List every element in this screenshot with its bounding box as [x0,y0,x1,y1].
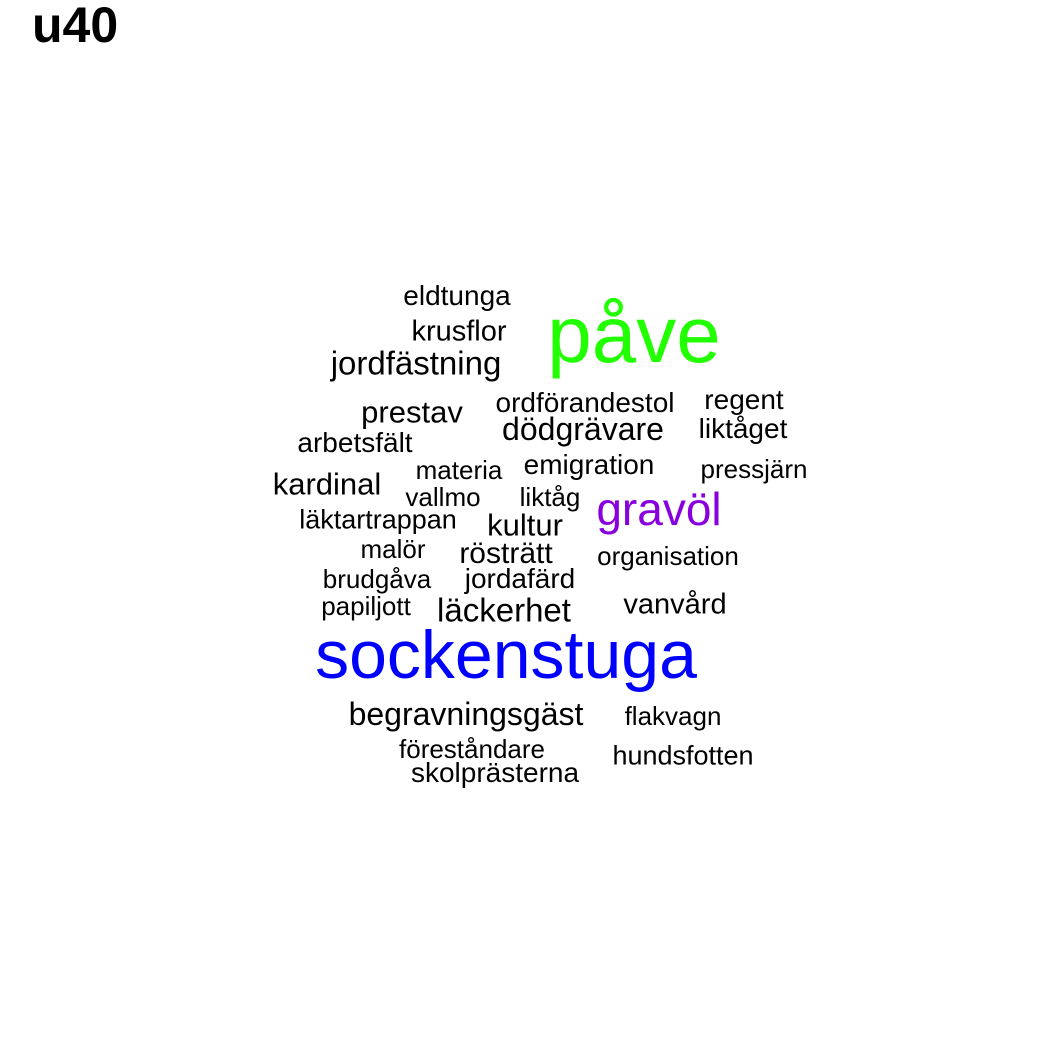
word-2: krusflor [411,315,507,348]
word-13: kardinal [272,466,382,502]
word-25: läckerhet [437,591,571,629]
word-6: prestav [361,394,463,430]
word-20: rösträtt [459,537,553,570]
word-27: sockenstuga [315,617,697,693]
word-31: hundsfotten [612,740,754,771]
word-7: dödgrävare [502,411,664,447]
word-22: brudgåva [322,564,432,594]
word-16: gravöl [596,483,722,535]
word-1: påve [547,290,721,379]
word-24: papiljott [321,591,411,621]
word-19: malör [360,534,426,564]
word-0: eldtunga [403,280,511,311]
word-18: kultur [487,507,563,543]
word-15: liktåg [519,482,581,512]
page-title: u40 [32,0,119,53]
word-8: liktåget [698,413,788,444]
word-12: pressjärn [700,454,808,484]
word-11: materia [415,455,503,485]
word-30: föreståndare [399,734,545,764]
word-23: jordafärd [464,563,576,594]
word-28: begravningsgäst [348,696,584,732]
word-32: skolprästerna [410,757,580,788]
word-29: flakvagn [624,701,722,731]
word-5: regent [704,384,784,415]
word-21: organisation [597,541,739,571]
word-10: emigration [523,449,655,480]
word-14: vallmo [405,482,481,512]
word-4: ordförandestol [495,387,675,418]
word-26: vanvård [623,588,727,621]
word-17: läktartrappan [299,504,457,535]
word-9: arbetsfält [297,427,413,458]
word-3: jordfästning [330,344,502,382]
